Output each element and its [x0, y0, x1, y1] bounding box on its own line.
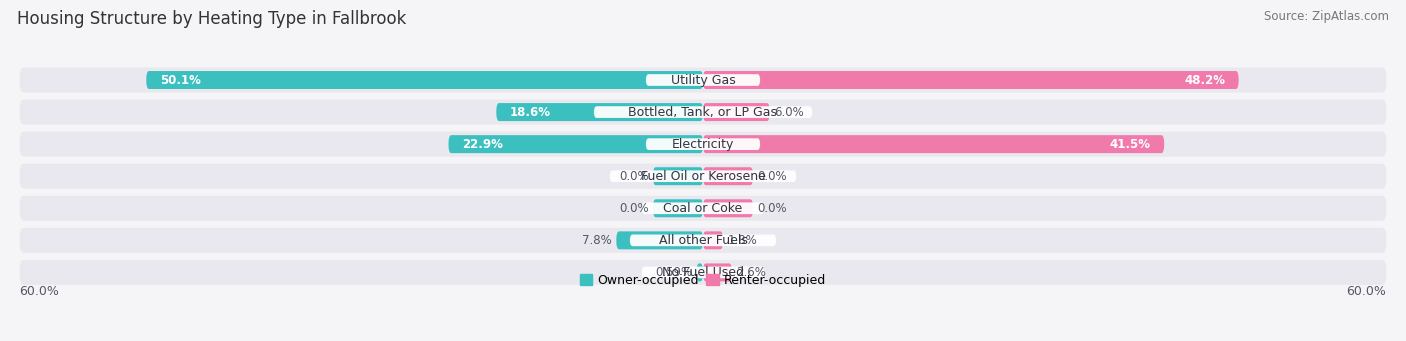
FancyBboxPatch shape — [652, 167, 703, 185]
Text: 6.0%: 6.0% — [775, 106, 804, 119]
Text: 41.5%: 41.5% — [1109, 138, 1152, 151]
FancyBboxPatch shape — [449, 135, 703, 153]
FancyBboxPatch shape — [496, 103, 703, 121]
FancyBboxPatch shape — [146, 71, 703, 89]
FancyBboxPatch shape — [652, 199, 703, 217]
FancyBboxPatch shape — [20, 132, 1386, 157]
Text: 7.8%: 7.8% — [582, 234, 612, 247]
FancyBboxPatch shape — [610, 170, 796, 182]
FancyBboxPatch shape — [703, 135, 1164, 153]
FancyBboxPatch shape — [20, 260, 1386, 285]
Text: Fuel Oil or Kerosene: Fuel Oil or Kerosene — [641, 170, 765, 183]
Text: 0.59%: 0.59% — [655, 266, 692, 279]
FancyBboxPatch shape — [641, 203, 765, 214]
FancyBboxPatch shape — [645, 138, 761, 150]
Text: Housing Structure by Heating Type in Fallbrook: Housing Structure by Heating Type in Fal… — [17, 10, 406, 28]
Text: 0.0%: 0.0% — [758, 202, 787, 215]
FancyBboxPatch shape — [593, 106, 813, 118]
Text: 60.0%: 60.0% — [20, 284, 59, 297]
Text: Electricity: Electricity — [672, 138, 734, 151]
FancyBboxPatch shape — [703, 232, 723, 249]
Text: 1.8%: 1.8% — [727, 234, 758, 247]
FancyBboxPatch shape — [703, 71, 1239, 89]
Text: 60.0%: 60.0% — [1347, 284, 1386, 297]
Text: 0.0%: 0.0% — [758, 170, 787, 183]
Text: Utility Gas: Utility Gas — [671, 74, 735, 87]
FancyBboxPatch shape — [20, 228, 1386, 253]
FancyBboxPatch shape — [616, 232, 703, 249]
Text: All other Fuels: All other Fuels — [658, 234, 748, 247]
FancyBboxPatch shape — [645, 74, 761, 86]
Text: 48.2%: 48.2% — [1184, 74, 1225, 87]
FancyBboxPatch shape — [20, 164, 1386, 189]
Text: 0.0%: 0.0% — [619, 202, 648, 215]
FancyBboxPatch shape — [703, 264, 733, 281]
Text: No Fuel Used: No Fuel Used — [662, 266, 744, 279]
Text: 0.0%: 0.0% — [619, 170, 648, 183]
Text: Coal or Coke: Coal or Coke — [664, 202, 742, 215]
FancyBboxPatch shape — [630, 235, 776, 246]
Text: 22.9%: 22.9% — [461, 138, 503, 151]
Text: Source: ZipAtlas.com: Source: ZipAtlas.com — [1264, 10, 1389, 23]
Text: 2.6%: 2.6% — [737, 266, 766, 279]
Text: 18.6%: 18.6% — [509, 106, 551, 119]
FancyBboxPatch shape — [641, 267, 765, 278]
FancyBboxPatch shape — [703, 103, 769, 121]
FancyBboxPatch shape — [20, 68, 1386, 92]
FancyBboxPatch shape — [20, 196, 1386, 221]
FancyBboxPatch shape — [20, 100, 1386, 124]
Text: Bottled, Tank, or LP Gas: Bottled, Tank, or LP Gas — [628, 106, 778, 119]
Legend: Owner-occupied, Renter-occupied: Owner-occupied, Renter-occupied — [575, 269, 831, 292]
Text: 50.1%: 50.1% — [160, 74, 201, 87]
FancyBboxPatch shape — [696, 264, 703, 281]
FancyBboxPatch shape — [703, 167, 754, 185]
FancyBboxPatch shape — [703, 199, 754, 217]
